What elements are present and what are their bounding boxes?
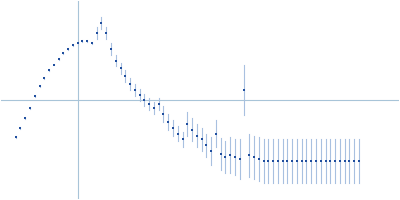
Point <box>351 160 357 163</box>
Point <box>94 31 100 35</box>
Point <box>227 154 233 157</box>
Point <box>294 160 300 163</box>
Point <box>112 59 119 62</box>
Point <box>117 67 124 70</box>
Point <box>265 160 272 163</box>
Point <box>356 160 362 163</box>
Point <box>27 106 33 109</box>
Point <box>12 136 19 139</box>
Point <box>222 156 229 159</box>
Point <box>122 75 128 78</box>
Point <box>51 63 57 66</box>
Point <box>22 116 28 119</box>
Point <box>313 160 319 163</box>
Point <box>327 160 334 163</box>
Point <box>284 160 290 163</box>
Point <box>275 160 281 163</box>
Point <box>174 132 181 135</box>
Point <box>160 112 167 115</box>
Point <box>203 144 210 147</box>
Point <box>136 93 143 97</box>
Point <box>70 43 76 46</box>
Point <box>298 160 305 163</box>
Point <box>141 98 148 102</box>
Point <box>46 69 52 72</box>
Point <box>251 156 257 159</box>
Point <box>241 89 248 92</box>
Point <box>194 134 200 137</box>
Point <box>65 47 71 50</box>
Point <box>198 138 205 141</box>
Point <box>41 77 48 80</box>
Point <box>55 57 62 60</box>
Point <box>179 138 186 141</box>
Point <box>146 102 152 106</box>
Point <box>127 83 133 86</box>
Point <box>218 153 224 156</box>
Point <box>303 160 310 163</box>
Point <box>74 41 81 44</box>
Point <box>280 160 286 163</box>
Point <box>84 39 90 42</box>
Point <box>151 106 157 109</box>
Point <box>98 21 105 25</box>
Point <box>332 160 338 163</box>
Point <box>165 120 172 123</box>
Point <box>89 41 95 44</box>
Point <box>236 158 243 161</box>
Point <box>318 160 324 163</box>
Point <box>213 132 219 135</box>
Point <box>170 126 176 129</box>
Point <box>256 158 262 161</box>
Point <box>322 160 329 163</box>
Point <box>260 160 267 163</box>
Point <box>189 128 195 131</box>
Point <box>232 156 238 159</box>
Point <box>270 160 276 163</box>
Point <box>184 122 190 125</box>
Point <box>308 160 314 163</box>
Point <box>79 39 86 42</box>
Point <box>108 47 114 50</box>
Point <box>341 160 348 163</box>
Point <box>337 160 343 163</box>
Point <box>156 102 162 106</box>
Point <box>32 94 38 98</box>
Point <box>36 85 43 88</box>
Point <box>132 89 138 92</box>
Point <box>289 160 295 163</box>
Point <box>103 31 110 35</box>
Point <box>246 154 252 157</box>
Point <box>60 51 66 54</box>
Point <box>346 160 352 163</box>
Point <box>208 150 214 153</box>
Point <box>17 126 24 129</box>
